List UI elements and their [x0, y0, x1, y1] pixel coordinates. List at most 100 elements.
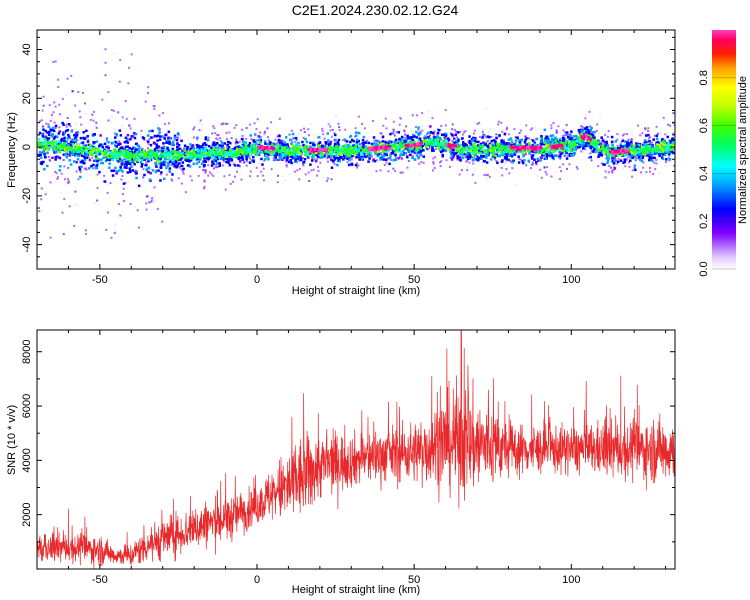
- spectrogram-band-cell: [185, 149, 188, 153]
- spectrogram-band-cell: [612, 162, 616, 165]
- spectrogram-core-cell: [434, 140, 438, 143]
- spectrogram-noise-cell: [179, 147, 182, 150]
- spectrogram-noise-cell: [490, 148, 493, 151]
- spectrogram-band-cell: [346, 150, 349, 153]
- spectrogram-noise-cell: [501, 174, 504, 177]
- spectrogram-band-cell: [535, 137, 538, 141]
- spectrogram-band-cell: [121, 146, 124, 149]
- spectrogram-noise-cell: [392, 128, 395, 131]
- spectrogram-noise-cell: [121, 193, 124, 196]
- spectrogram-band-cell: [354, 163, 358, 167]
- spectrogram-noise-cell: [245, 127, 248, 129]
- spectrogram-noise-cell: [128, 66, 131, 69]
- spectrogram-band-cell: [87, 143, 91, 147]
- spectrogram-band-cell: [204, 136, 208, 139]
- spectrogram-noise-cell: [323, 136, 326, 139]
- spectrogram-noise-cell: [518, 158, 521, 160]
- spectrogram-noise-cell: [346, 161, 349, 164]
- spectrogram-band-cell: [518, 142, 522, 145]
- spectrogram-band-cell: [481, 155, 484, 158]
- spectrogram-noise-cell: [208, 171, 211, 174]
- spectrogram-band-cell: [291, 147, 295, 150]
- spectrogram-noise-cell: [235, 124, 238, 127]
- spectrogram-band-cell: [638, 153, 641, 156]
- spectrogram-noise-cell: [236, 167, 239, 170]
- spectrogram-band-cell: [617, 160, 620, 163]
- spectrogram-band-cell: [264, 158, 267, 161]
- spectrogram-noise-cell: [40, 187, 43, 190]
- spectrogram-band-cell: [354, 131, 358, 134]
- spectrogram-band-cell: [291, 156, 295, 160]
- spectrogram-band-cell: [75, 133, 79, 137]
- spectrogram-noise-cell: [525, 164, 528, 167]
- spectrogram-noise-cell: [84, 229, 87, 232]
- spectrogram-band-cell: [459, 159, 462, 162]
- spectrogram-band-cell: [124, 136, 128, 140]
- spectrogram-noise-cell: [105, 148, 108, 151]
- spectrogram-band-cell: [532, 139, 535, 142]
- spectrogram-noise-cell: [649, 170, 651, 173]
- spectrogram-band-cell: [67, 123, 71, 126]
- spectrogram-noise-cell: [301, 157, 304, 159]
- spectrogram-core-cell: [572, 145, 575, 149]
- spectrogram-noise-cell: [51, 109, 54, 112]
- spectrogram-noise-cell: [285, 165, 288, 168]
- spectrogram-band-cell: [157, 169, 160, 172]
- spectrogram-band-cell: [545, 135, 548, 138]
- spectrogram-noise-cell: [241, 128, 244, 131]
- spectrogram-band-cell: [564, 149, 567, 153]
- spectrogram-core-cell: [440, 144, 443, 147]
- spectrogram-band-cell: [94, 159, 97, 163]
- spectrogram-noise-cell: [647, 130, 650, 132]
- spectrogram-band-cell: [283, 141, 287, 144]
- spectrogram-band-cell: [69, 163, 73, 166]
- spectrogram-noise-cell: [384, 117, 387, 120]
- spectrogram-band-cell: [311, 159, 314, 162]
- spectrogram-band-cell: [337, 159, 340, 162]
- spectrogram-band-cell: [360, 155, 364, 158]
- spectrogram-band-cell: [352, 144, 355, 148]
- spectrogram-band-cell: [561, 136, 565, 140]
- spectrogram-noise-cell: [38, 120, 41, 123]
- spectrogram-core-cell: [565, 147, 568, 150]
- spectrogram-band-cell: [277, 153, 281, 156]
- spectrogram-band-cell: [108, 166, 111, 169]
- spectrogram-band-cell: [151, 129, 154, 133]
- spectrogram-core-cell: [449, 147, 453, 150]
- spectrogram-band-cell: [137, 148, 141, 151]
- spectrogram-band-cell: [111, 174, 115, 177]
- spectrogram-band-cell: [160, 165, 163, 168]
- spectrogram-band-cell: [441, 153, 444, 157]
- spectrogram-core-cell: [436, 138, 440, 141]
- spectrogram-band-cell: [593, 148, 596, 151]
- spectrogram-band-cell: [570, 137, 573, 141]
- spectrogram-band-cell: [177, 144, 181, 147]
- spectrogram-band-cell: [202, 143, 205, 146]
- spectrogram-noise-cell: [481, 130, 484, 133]
- spectrogram-noise-cell: [54, 60, 57, 63]
- spectrogram-band-cell: [88, 158, 92, 162]
- spectrogram-band-cell: [47, 133, 51, 136]
- spectrogram-noise-cell: [101, 98, 104, 101]
- spectrogram-band-cell: [539, 159, 542, 162]
- spectrogram-band-cell: [483, 134, 486, 137]
- spectrogram-noise-cell: [52, 126, 55, 129]
- spectrogram-band-cell: [479, 142, 483, 146]
- spectrogram-noise-cell: [148, 201, 151, 204]
- spectrogram-band-cell: [452, 154, 456, 157]
- spectrogram-noise-cell: [103, 174, 106, 177]
- spectrogram-band-cell: [80, 165, 83, 168]
- spectrogram-core-cell: [37, 144, 40, 148]
- spectrogram-core-cell: [159, 159, 162, 163]
- spectrogram-core-cell: [514, 147, 517, 150]
- spectrogram-noise-cell: [207, 159, 210, 162]
- spectrogram-noise-cell: [385, 161, 388, 164]
- spectrogram-band-cell: [66, 128, 70, 132]
- spectrogram-band-cell: [438, 140, 441, 144]
- spectrogram-noise-cell: [133, 117, 136, 120]
- spectrogram-noise-cell: [536, 174, 539, 177]
- spectrogram-band-cell: [323, 155, 326, 158]
- spectrogram-core-cell: [200, 151, 203, 155]
- spectrogram-band-cell: [452, 156, 455, 159]
- spectrogram-band-cell: [401, 150, 405, 153]
